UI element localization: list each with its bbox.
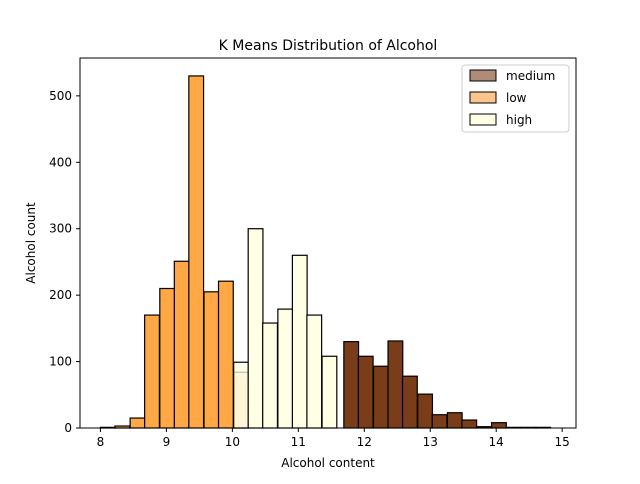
y-axis-ticks: 0 100 200 300 400 500 — [49, 89, 80, 435]
bar-medium-7 — [446, 412, 463, 429]
bar-high-4 — [291, 254, 308, 429]
bar-medium-3 — [387, 340, 404, 429]
bar-low-2 — [129, 417, 146, 429]
legend-swatch-high — [469, 113, 497, 126]
bar-high-5 — [306, 314, 323, 429]
y-axis-label: Alcohol count — [24, 202, 38, 284]
legend-label-medium: medium — [506, 69, 555, 83]
x-tick-label-3: 11 — [291, 435, 306, 449]
y-tick-label-2: 200 — [49, 288, 72, 302]
x-tick-label-5: 13 — [423, 435, 438, 449]
legend: medium low high — [461, 64, 570, 133]
x-tick-label-7: 15 — [555, 435, 570, 449]
bar-medium-4 — [401, 375, 418, 429]
chart-title: K Means Distribution of Alcohol — [219, 38, 438, 54]
bar-high-2 — [262, 322, 279, 429]
axes-frame — [79, 57, 577, 429]
bar-low-8 — [217, 280, 234, 429]
bar-medium-2 — [372, 365, 389, 429]
x-tick-label-1: 9 — [163, 435, 171, 449]
x-tick-label-0: 8 — [97, 435, 105, 449]
bar-high-0 — [233, 361, 250, 429]
legend-label-low: low — [506, 91, 527, 105]
bar-low-6 — [188, 75, 205, 429]
legend-swatch-medium — [469, 69, 497, 82]
bar-medium-1 — [357, 355, 374, 429]
x-axis-label: Alcohol content — [281, 456, 375, 470]
x-axis-ticks: 8 9 10 11 12 13 14 15 — [97, 428, 570, 449]
y-tick-label-3: 300 — [49, 222, 72, 236]
bar-high-6 — [321, 355, 338, 429]
bar-medium-8 — [461, 419, 478, 429]
y-tick-label-5: 500 — [49, 89, 72, 103]
y-tick-label-4: 400 — [49, 155, 72, 169]
x-tick-label-2: 10 — [225, 435, 240, 449]
y-tick-label-0: 0 — [64, 421, 72, 435]
bar-high-3 — [277, 308, 294, 429]
legend-label-high: high — [506, 113, 532, 127]
legend-swatch-low — [469, 91, 497, 104]
y-tick-label-1: 100 — [49, 355, 72, 369]
bar-medium-0 — [343, 341, 360, 429]
bar-high-1 — [247, 228, 264, 429]
bar-low-7 — [203, 291, 220, 429]
bar-medium-5 — [417, 393, 434, 429]
bar-low-4 — [159, 287, 176, 429]
bar-medium-10 — [490, 422, 507, 429]
bar-low-3 — [144, 314, 160, 429]
x-tick-label-6: 14 — [489, 435, 504, 449]
bars-layer — [99, 75, 552, 429]
x-tick-label-4: 12 — [357, 435, 372, 449]
bar-medium-6 — [431, 414, 448, 429]
bar-low-5 — [173, 260, 190, 429]
